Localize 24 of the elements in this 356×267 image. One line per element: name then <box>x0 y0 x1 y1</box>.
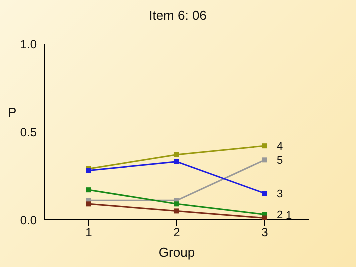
point <box>262 216 268 220</box>
series-label: 5 <box>277 155 284 168</box>
point <box>174 159 180 164</box>
point <box>174 152 180 158</box>
x-axis-title: Group <box>158 245 196 260</box>
y-tick-label: 0.5 <box>20 125 38 140</box>
x-tick-label: 3 <box>262 226 269 240</box>
series-label: 4 <box>277 141 284 154</box>
y-tick-label: 0.0 <box>20 213 38 228</box>
series-label: 1 <box>286 210 292 222</box>
point <box>86 188 92 193</box>
point <box>262 144 268 149</box>
point <box>174 208 180 214</box>
chart-title: Item 6: 06 <box>148 8 208 23</box>
series-label: 3 <box>277 188 284 201</box>
point <box>86 202 92 207</box>
series-label: 2 <box>277 210 284 222</box>
y-tick-label: 1.0 <box>20 37 38 52</box>
point <box>262 191 268 196</box>
point <box>174 202 180 207</box>
point <box>262 158 268 163</box>
x-tick-label: 2 <box>174 226 181 240</box>
y-axis-title: P <box>8 105 17 120</box>
x-tick-label: 1 <box>86 226 93 240</box>
